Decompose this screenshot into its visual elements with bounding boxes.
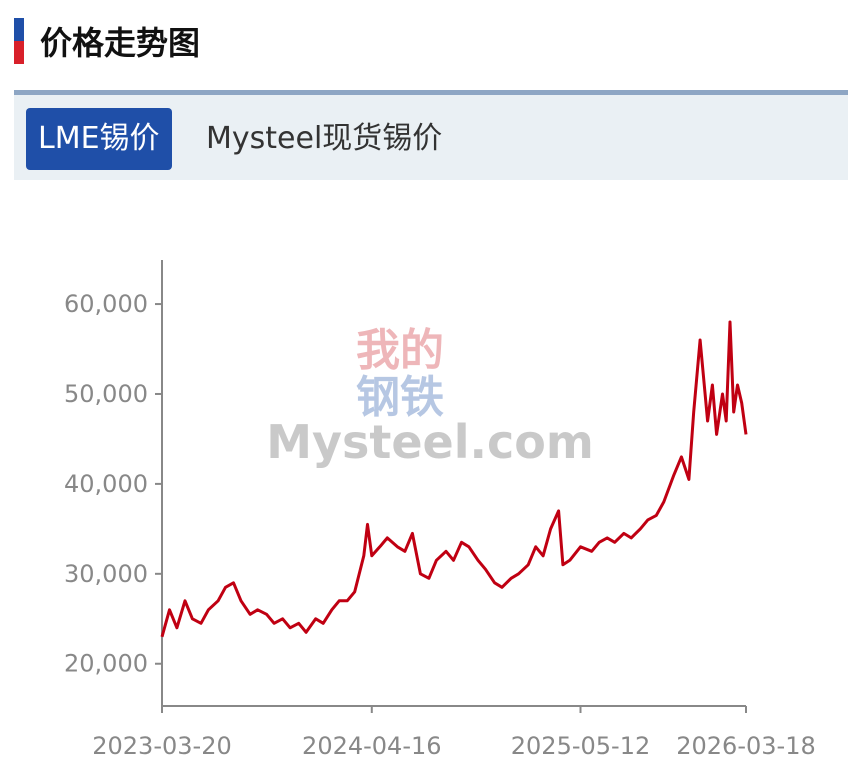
x-tick-label: 2026-03-18	[676, 732, 815, 760]
x-tick-label: 2025-05-12	[511, 732, 650, 760]
tab[interactable]: LME锡价	[26, 108, 172, 170]
header-title: 价格走势图	[40, 24, 201, 62]
y-tick-label: 40,000	[64, 470, 148, 498]
x-tick-label: 2023-03-20	[92, 732, 231, 760]
y-tick-label: 50,000	[64, 380, 148, 408]
watermark: 我的 钢铁 Mysteel.com	[266, 325, 594, 469]
watermark-text: Mysteel.com	[266, 415, 594, 469]
tab-bar: LME锡价 Mysteel现货锡价	[14, 90, 848, 180]
y-tick-label: 60,000	[64, 290, 148, 318]
header-flag	[14, 18, 24, 64]
tab[interactable]: Mysteel现货锡价	[206, 121, 443, 156]
x-tick-label: 2024-04-16	[302, 732, 441, 760]
y-tick-label: 30,000	[64, 560, 148, 588]
watermark-text: 我的	[356, 325, 444, 376]
price-line	[160, 320, 748, 638]
watermark-text: 钢铁	[356, 372, 444, 423]
y-tick-label: 20,000	[64, 650, 148, 678]
header: 价格走势图	[14, 18, 200, 64]
